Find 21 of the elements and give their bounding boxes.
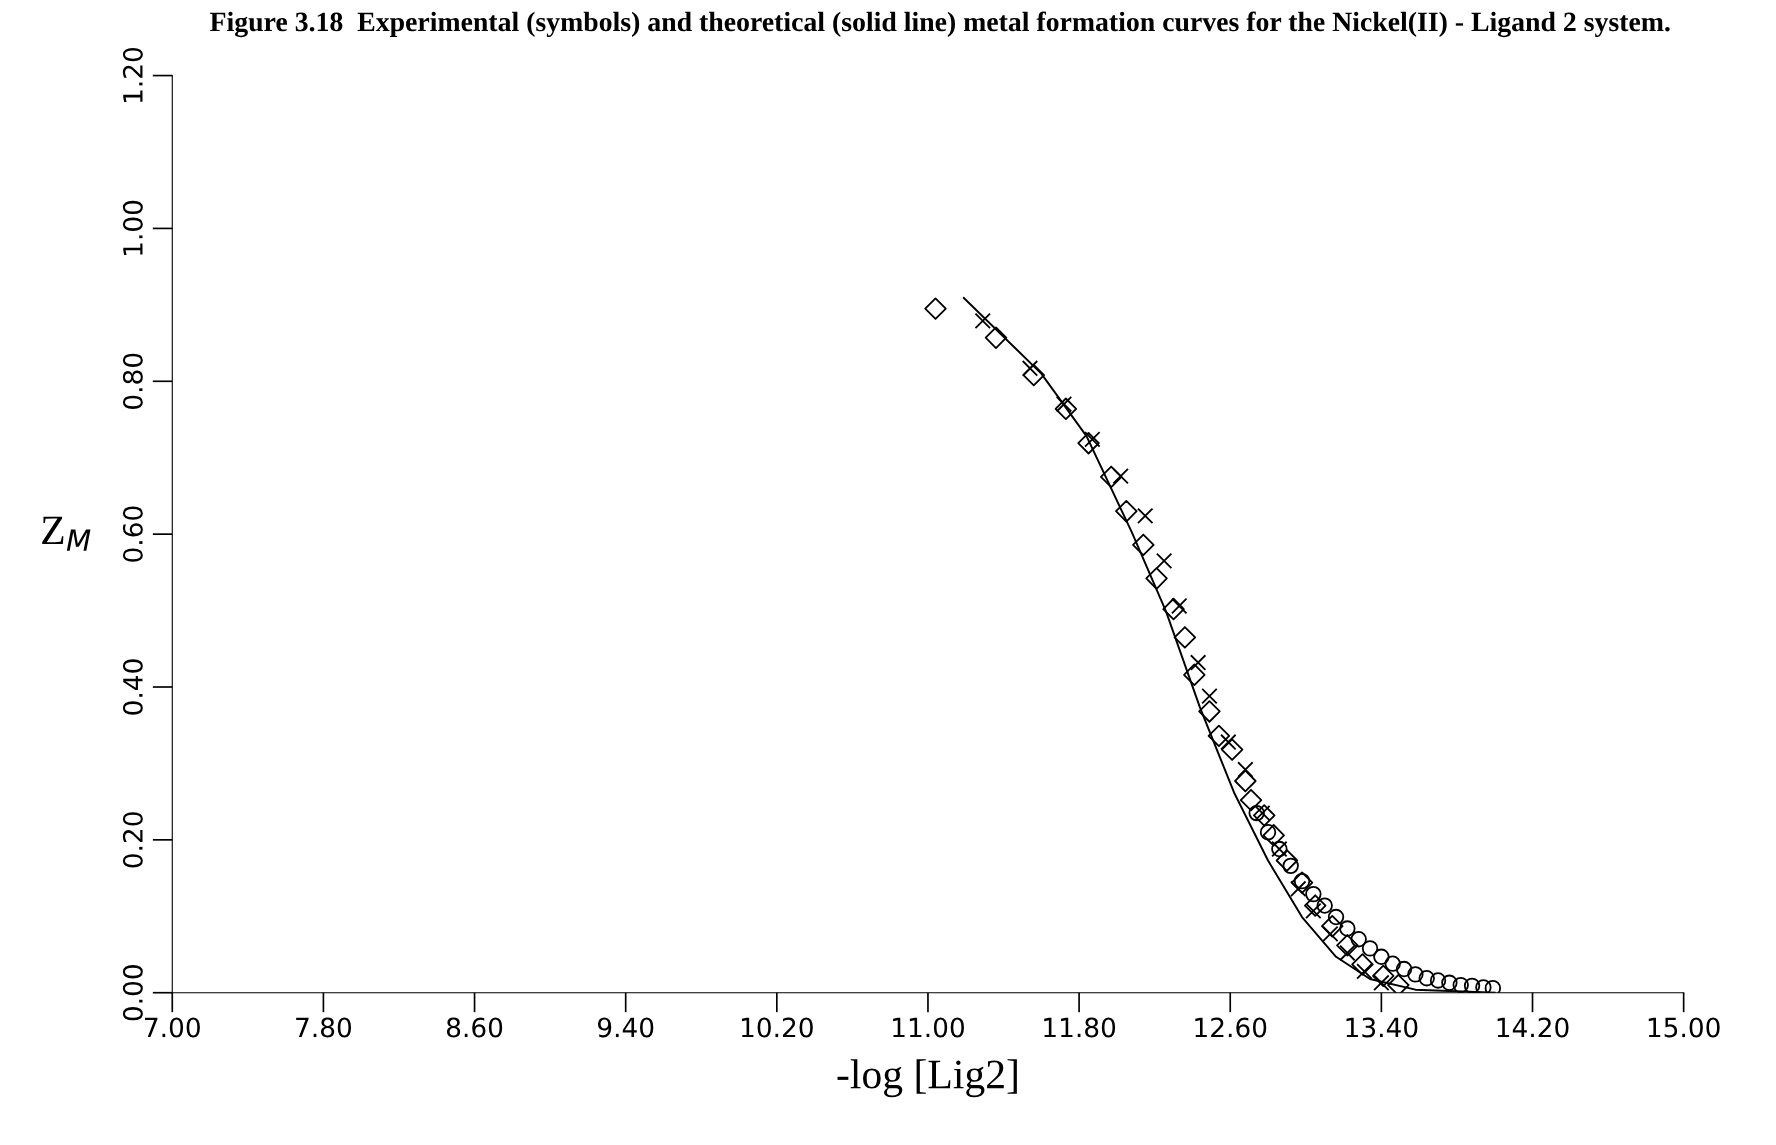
x-tick-label: 15.00 [1648,1017,1720,1038]
y-tick-label: 0.20 [122,812,143,868]
x-tick-label: 12.60 [1195,1017,1267,1038]
x-tick-label: 7.80 [296,1017,352,1038]
y-tick-label: 1.00 [122,200,143,255]
x-axis-title: -log [Lig2] [837,1059,1017,1098]
x-tick-label: 11.80 [1044,1017,1116,1038]
y-tick-label: 0.40 [122,659,143,715]
y-tick-label: 0.80 [122,353,143,409]
x-tick-label: 10.20 [741,1017,813,1038]
x-tick-label: 11.00 [893,1017,964,1038]
x-tick-label: 8.60 [446,1017,503,1038]
y-tick-label: 1.20 [122,47,143,103]
x-tick-label: 13.40 [1346,1017,1418,1038]
chart-title: Figure 3.18 Experimental (symbols) and theoretical (solid line) metal formation curves for the Nickel(II) - Ligand 2 system. [210,11,1670,38]
y-axis-title: Z$_{M}$ [42,516,91,551]
y-tick-label: 0.00 [122,965,143,1021]
x-tick-label: 9.40 [597,1017,654,1038]
y-tick-label: 0.60 [122,506,143,562]
x-tick-label: 7.00 [145,1017,200,1038]
x-tick-label: 14.20 [1497,1017,1569,1038]
